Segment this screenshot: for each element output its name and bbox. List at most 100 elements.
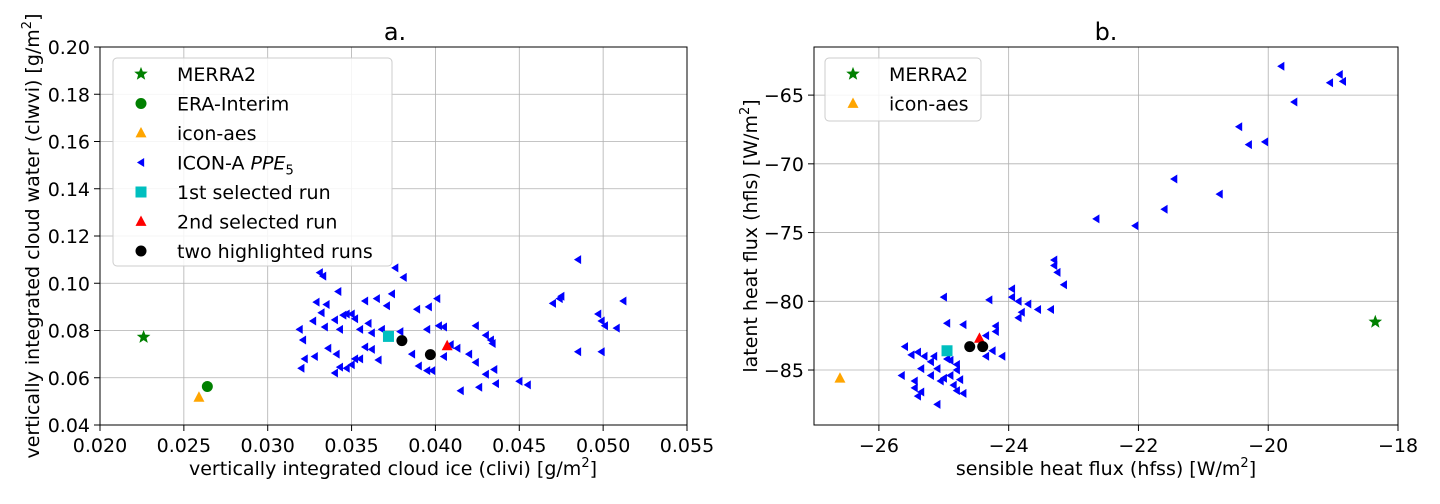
data-point [350, 354, 359, 364]
panel-b: b. −26 −24 −22 −20 −18 −85 −80 −75 −70 −65 sensib… [738, 18, 1418, 480]
legend-label: 2nd selected run [177, 212, 337, 234]
data-point [939, 292, 947, 302]
data-point [488, 338, 496, 348]
data-point [412, 304, 421, 314]
data-point [913, 347, 921, 357]
data-point [981, 331, 990, 341]
data-point [491, 379, 499, 389]
data-point [319, 271, 327, 281]
data-point [600, 321, 608, 331]
data-point [597, 347, 605, 357]
y-tick-label: −80 [764, 291, 804, 313]
panel-a: a. 0.020 0.025 0.030 0.035 0.040 0.045 0.050 0.… [20, 13, 714, 480]
data-point [834, 372, 846, 383]
legend-label: ERA-Interim [177, 94, 289, 116]
data-point [382, 330, 394, 342]
data-point [382, 301, 390, 311]
data-point [434, 321, 442, 331]
data-point [407, 349, 416, 359]
data-point [300, 354, 308, 364]
panel-a-xlabel: vertically integrated cloud ice (clivi) … [189, 456, 597, 480]
data-point [481, 330, 489, 340]
data-point [414, 361, 422, 371]
data-point [335, 324, 343, 334]
data-point [424, 349, 436, 361]
y-tick-label: −75 [764, 223, 804, 245]
data-point [1368, 314, 1383, 328]
x-tick-label: 0.045 [492, 435, 546, 457]
x-tick-label: −24 [989, 435, 1029, 457]
panel-b-grid [814, 47, 1399, 425]
data-point [360, 296, 369, 306]
data-point [936, 376, 944, 386]
data-point [320, 322, 328, 332]
data-point [193, 391, 205, 402]
data-point [926, 357, 934, 367]
legend-box [112, 57, 393, 267]
data-point [308, 316, 317, 326]
data-point [322, 300, 330, 310]
data-point [1215, 189, 1223, 199]
data-point [312, 297, 320, 307]
data-point [998, 351, 1006, 361]
data-point [949, 380, 957, 390]
data-point [335, 362, 343, 372]
data-point [955, 375, 964, 385]
y-tick-label: 0.18 [48, 84, 90, 106]
data-point [464, 349, 473, 359]
data-point [1170, 174, 1178, 184]
data-point [471, 357, 479, 367]
data-point [907, 350, 915, 360]
data-point [1017, 307, 1025, 317]
data-point [981, 351, 990, 361]
data-point [474, 382, 483, 392]
legend-label: icon-aes [889, 94, 968, 116]
panel-b-ylabel: latent heat flux (hfls) [W/m2] [738, 99, 762, 372]
data-point [342, 309, 350, 319]
data-point [310, 351, 318, 361]
data-point [917, 364, 925, 374]
x-tick-label: −20 [1248, 435, 1288, 457]
data-point [1092, 214, 1100, 224]
data-point [490, 364, 498, 374]
x-tick-label: −26 [859, 435, 899, 457]
data-point [317, 308, 325, 318]
data-point [991, 327, 999, 337]
data-point [555, 294, 563, 304]
data-point [136, 329, 151, 343]
data-point [1007, 284, 1016, 294]
data-point [929, 351, 938, 361]
data-point [374, 355, 382, 365]
data-point [441, 339, 453, 351]
data-point [973, 332, 985, 343]
data-point [573, 255, 582, 265]
legend-marker [847, 97, 859, 108]
data-point [594, 309, 602, 319]
data-point [1007, 292, 1016, 302]
data-point [548, 298, 556, 308]
data-point [396, 327, 404, 337]
data-point [619, 296, 627, 306]
data-point [350, 314, 359, 324]
data-point [985, 295, 993, 305]
data-point [324, 343, 332, 353]
y-tick-label: 0.12 [48, 226, 90, 248]
x-tick-label: −18 [1378, 435, 1418, 457]
data-point [1046, 305, 1054, 315]
data-point [1160, 204, 1168, 214]
data-point [298, 335, 307, 345]
legend-box [824, 57, 982, 122]
data-point [952, 365, 960, 375]
data-point [1325, 78, 1334, 88]
data-point [367, 328, 375, 338]
data-point [334, 287, 342, 297]
data-point [422, 366, 431, 376]
data-point [964, 341, 976, 353]
data-point [201, 380, 213, 392]
data-point [364, 318, 372, 328]
y-tick-label: 0.14 [48, 179, 90, 201]
data-point [926, 371, 934, 381]
data-point [959, 320, 967, 330]
data-point [1053, 267, 1061, 277]
data-point [481, 369, 489, 379]
